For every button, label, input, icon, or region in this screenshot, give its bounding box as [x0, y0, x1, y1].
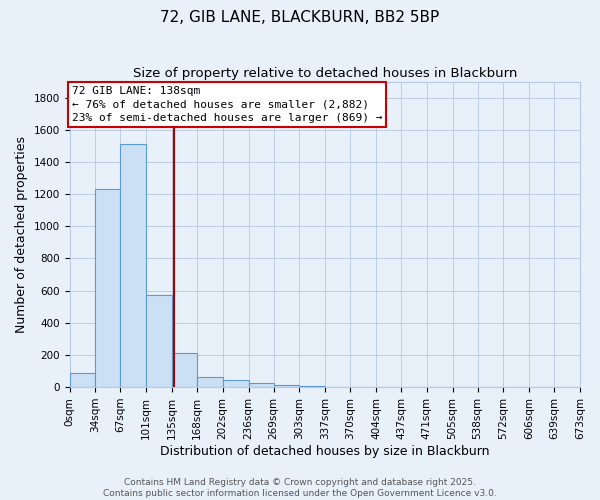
Bar [70, 372, 95, 387]
Bar [274, 384, 299, 387]
Title: Size of property relative to detached houses in Blackburn: Size of property relative to detached ho… [133, 68, 517, 80]
Text: 72 GIB LANE: 138sqm
← 76% of detached houses are smaller (2,882)
23% of semi-det: 72 GIB LANE: 138sqm ← 76% of detached ho… [72, 86, 383, 122]
Bar [95, 190, 121, 387]
Bar [146, 296, 172, 387]
Y-axis label: Number of detached properties: Number of detached properties [15, 136, 28, 333]
Bar [299, 386, 325, 387]
Text: Contains HM Land Registry data © Crown copyright and database right 2025.
Contai: Contains HM Land Registry data © Crown c… [103, 478, 497, 498]
Bar [121, 144, 146, 387]
Bar [248, 383, 274, 387]
Bar [197, 376, 223, 387]
Text: 72, GIB LANE, BLACKBURN, BB2 5BP: 72, GIB LANE, BLACKBURN, BB2 5BP [160, 10, 440, 25]
Bar [223, 380, 248, 387]
Bar [172, 354, 197, 387]
X-axis label: Distribution of detached houses by size in Blackburn: Distribution of detached houses by size … [160, 444, 490, 458]
